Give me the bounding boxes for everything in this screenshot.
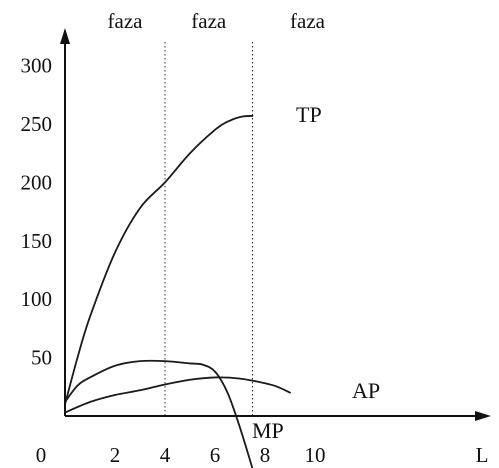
- phase-label-2: faza: [191, 9, 227, 33]
- phase-label-1: faza: [108, 9, 144, 33]
- y-tick-label: 150: [21, 229, 53, 253]
- x-tick-label: 10: [305, 443, 326, 467]
- x-tick-label: 8: [260, 443, 271, 467]
- x-tick-label: 2: [110, 443, 121, 467]
- x-axis-arrow: [475, 411, 491, 421]
- series-tp-curve: [64, 114, 254, 406]
- series-ap-curve: [64, 376, 291, 414]
- y-tick-label: 50: [31, 346, 52, 370]
- x-tick-label: 4: [160, 443, 171, 467]
- curves: [64, 114, 291, 468]
- series-mp-label: MP: [252, 418, 284, 443]
- x-axis-label: L: [476, 443, 489, 467]
- y-tick-label: 300: [21, 54, 53, 78]
- phase-dividers: [164, 42, 253, 416]
- x-tick-label: 6: [210, 443, 221, 467]
- y-tick-label: 200: [21, 170, 53, 194]
- labels: 50 100 150 200 250 300 0 2 4 6 8 10 faza faza faza TP AP…: [21, 9, 381, 467]
- axes: [60, 28, 491, 421]
- phase-label-3: faza: [290, 9, 326, 33]
- y-tick-label: 250: [21, 112, 53, 136]
- y-tick-label: 100: [21, 287, 53, 311]
- x-tick-label: 0: [36, 443, 47, 467]
- series-ap-label: AP: [352, 378, 380, 403]
- series-mp-curve: [64, 359, 254, 468]
- series-tp-label: TP: [296, 102, 322, 127]
- y-axis-arrow: [60, 28, 70, 44]
